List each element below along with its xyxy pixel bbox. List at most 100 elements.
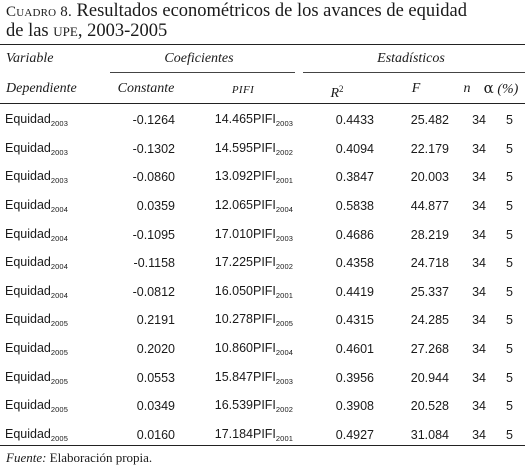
pifi-year: 2001 bbox=[275, 290, 293, 300]
cell-f-statistic: 27.268 bbox=[374, 335, 449, 364]
constante-value: -0.1264 bbox=[132, 113, 175, 128]
pifi-year: 2003 bbox=[275, 233, 293, 243]
pifi-coefficient-value: 10.278PIFI bbox=[214, 312, 276, 327]
pifi-coefficient-value: 13.092PIFI bbox=[214, 169, 276, 184]
pifi-coefficient-value: 17.010PIFI bbox=[214, 226, 276, 241]
table-row: Equidad2004 0.0359 12.065PIFI2004 0.5838 44.… bbox=[0, 192, 525, 221]
f-statistic-value: 27.268 bbox=[410, 342, 449, 357]
cell-n: 34 bbox=[449, 192, 486, 221]
dependent-variable-name: Equidad bbox=[5, 341, 51, 356]
cell-pifi-coefficient: 10.278PIFI2005 bbox=[175, 306, 303, 335]
pifi-coefficient-value: 14.465PIFI bbox=[214, 112, 276, 127]
f-statistic-value: 20.944 bbox=[410, 370, 449, 385]
cell-r-squared: 0.4419 bbox=[303, 278, 374, 307]
n-value: 34 bbox=[472, 113, 486, 128]
header-r-letter: R bbox=[330, 86, 340, 101]
cell-r-squared: 0.4927 bbox=[303, 421, 374, 450]
pifi-year: 2003 bbox=[275, 119, 293, 129]
cell-alpha: 5 bbox=[486, 249, 525, 278]
dependent-variable-year: 2004 bbox=[50, 233, 68, 243]
r-squared-value: 0.4686 bbox=[335, 227, 374, 242]
caption-text-line1: Resultados econométricos de los avances … bbox=[71, 1, 467, 21]
dependent-variable-name: Equidad bbox=[5, 398, 51, 413]
table-caption: Cuadro 8. Resultados econométricos de lo… bbox=[6, 2, 521, 41]
cell-f-statistic: 44.877 bbox=[374, 192, 449, 221]
source-text: Elaboración propia. bbox=[46, 450, 153, 465]
cell-f-statistic: 24.718 bbox=[374, 249, 449, 278]
r-squared-value: 0.4358 bbox=[335, 256, 374, 271]
cell-pifi-coefficient: 17.225PIFI2002 bbox=[175, 249, 303, 278]
cell-alpha: 5 bbox=[486, 392, 525, 421]
cell-dependent-variable: Equidad2004 bbox=[0, 249, 100, 278]
cell-n: 34 bbox=[449, 335, 486, 364]
cell-f-statistic: 25.337 bbox=[374, 278, 449, 307]
n-value: 34 bbox=[472, 284, 486, 299]
alpha-value: 5 bbox=[506, 170, 513, 185]
cell-r-squared: 0.4686 bbox=[303, 220, 374, 249]
header-n: n bbox=[463, 81, 471, 96]
dependent-variable-name: Equidad bbox=[5, 283, 51, 298]
header-coeficientes: Coeficientes bbox=[164, 51, 234, 66]
dependent-variable-name: Equidad bbox=[5, 312, 51, 327]
n-value: 34 bbox=[472, 170, 486, 185]
f-statistic-value: 31.084 bbox=[410, 427, 449, 442]
caption-abbr-upe: upe bbox=[53, 21, 78, 41]
cell-r-squared: 0.5838 bbox=[303, 192, 374, 221]
cell-r-squared: 0.4094 bbox=[303, 135, 374, 164]
alpha-value: 5 bbox=[506, 284, 513, 299]
cell-r-squared: 0.3908 bbox=[303, 392, 374, 421]
alpha-value: 5 bbox=[506, 342, 513, 357]
cell-pifi-coefficient: 15.847PIFI2003 bbox=[175, 363, 303, 392]
cell-dependent-variable: Equidad2005 bbox=[0, 421, 100, 450]
pifi-year: 2001 bbox=[275, 176, 293, 186]
constante-value: 0.2020 bbox=[136, 342, 175, 357]
pifi-coefficient-value: 15.847PIFI bbox=[214, 369, 276, 384]
constante-value: 0.0359 bbox=[136, 199, 175, 214]
constante-value: -0.1158 bbox=[133, 256, 175, 271]
cell-dependent-variable: Equidad2004 bbox=[0, 278, 100, 307]
pifi-year: 2002 bbox=[275, 147, 293, 157]
cell-alpha: 5 bbox=[486, 106, 525, 135]
cell-dependent-variable: Equidad2005 bbox=[0, 335, 100, 364]
r-squared-value: 0.4094 bbox=[335, 141, 374, 156]
constante-value: 0.0160 bbox=[136, 427, 175, 442]
cell-constante: -0.1158 bbox=[100, 249, 175, 278]
dependent-variable-year: 2005 bbox=[50, 376, 68, 386]
cell-constante: 0.0349 bbox=[100, 392, 175, 421]
cell-dependent-variable: Equidad2003 bbox=[0, 106, 100, 135]
cell-constante: -0.0812 bbox=[100, 278, 175, 307]
caption-label: Cuadro 8. bbox=[6, 4, 72, 20]
cell-constante: -0.0860 bbox=[100, 163, 175, 192]
constante-value: 0.2191 bbox=[136, 313, 175, 328]
cell-n: 34 bbox=[449, 306, 486, 335]
cell-pifi-coefficient: 12.065PIFI2004 bbox=[175, 192, 303, 221]
table-row: Equidad2004 -0.0812 16.050PIFI2001 0.4419 25… bbox=[0, 278, 525, 307]
alpha-value: 5 bbox=[506, 313, 513, 328]
header-alpha: α (%) bbox=[484, 80, 519, 98]
cell-constante: 0.0553 bbox=[100, 363, 175, 392]
cell-alpha: 5 bbox=[486, 163, 525, 192]
cell-dependent-variable: Equidad2005 bbox=[0, 363, 100, 392]
header-pifi: PIFI bbox=[231, 84, 255, 96]
n-value: 34 bbox=[472, 370, 486, 385]
source-note: Fuente: Elaboración propia. bbox=[6, 450, 152, 465]
cell-n: 34 bbox=[449, 106, 486, 135]
alpha-value: 5 bbox=[506, 370, 513, 385]
dependent-variable-year: 2005 bbox=[50, 405, 68, 415]
f-statistic-value: 22.179 bbox=[410, 141, 449, 156]
cell-r-squared: 0.3956 bbox=[303, 363, 374, 392]
header-r-superscript: 2 bbox=[339, 84, 344, 94]
cell-alpha: 5 bbox=[486, 335, 525, 364]
r-squared-value: 0.4419 bbox=[335, 284, 374, 299]
results-table-body: Equidad2003 -0.1264 14.465PIFI2003 0.4433 25… bbox=[0, 106, 525, 449]
pifi-coefficient-value: 14.595PIFI bbox=[214, 140, 276, 155]
cell-r-squared: 0.4315 bbox=[303, 306, 374, 335]
cell-alpha: 5 bbox=[486, 306, 525, 335]
cell-r-squared: 0.3847 bbox=[303, 163, 374, 192]
source-label: Fuente: bbox=[6, 450, 47, 465]
cell-constante: 0.2020 bbox=[100, 335, 175, 364]
cell-pifi-coefficient: 16.539PIFI2002 bbox=[175, 392, 303, 421]
dependent-variable-name: Equidad bbox=[5, 198, 51, 213]
cell-n: 34 bbox=[449, 135, 486, 164]
cell-n: 34 bbox=[449, 421, 486, 450]
